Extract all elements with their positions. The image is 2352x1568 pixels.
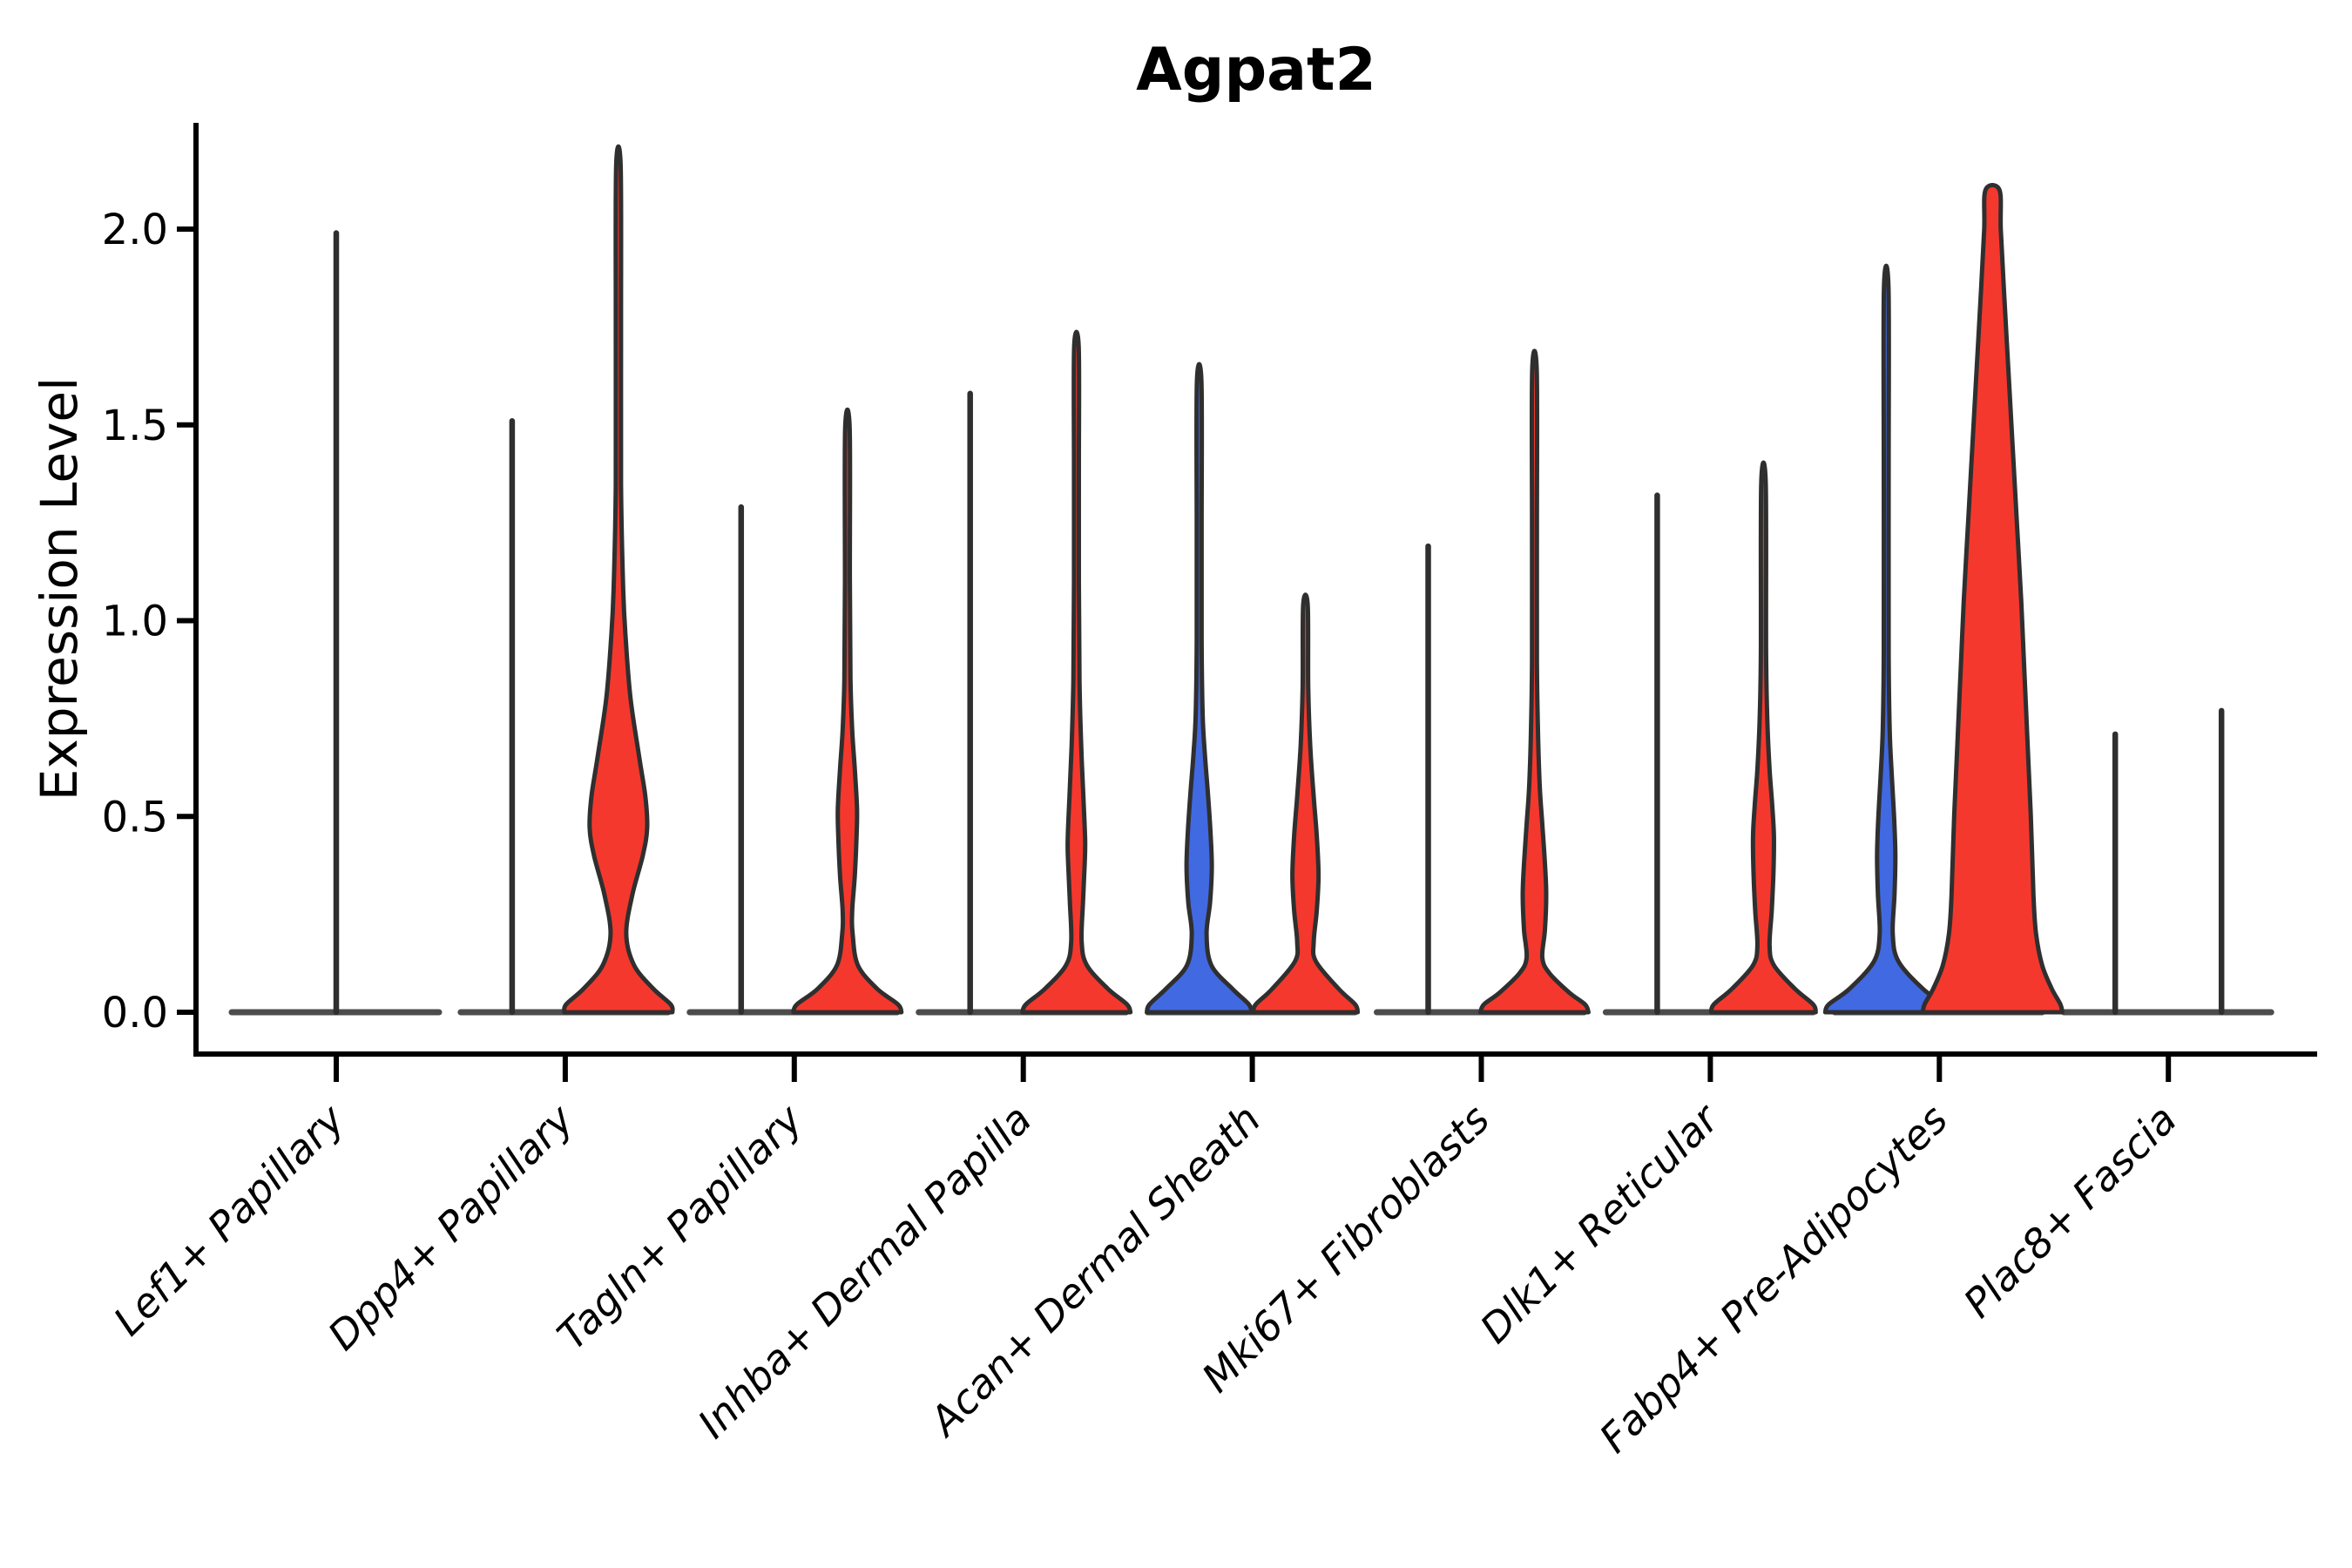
violins-group: [333, 144, 2225, 1016]
x-tick-label-8: Plac8+ Fascia: [1955, 1096, 2186, 1327]
chart-title: Agpat2: [1136, 36, 1376, 105]
y-axis-label: Expression Level: [30, 377, 89, 801]
y-tick-label: 2.0: [102, 206, 168, 254]
violin-7-left: [1822, 263, 1950, 1015]
violin-4-right: [1251, 592, 1361, 1015]
violin-6-right: [1708, 460, 1818, 1015]
violin-3-right: [1020, 329, 1133, 1015]
y-tick-label: 1.0: [102, 598, 168, 646]
violin-2-right: [791, 407, 904, 1015]
x-tick-label-2: Tagln+ Papillary: [548, 1095, 812, 1359]
violin-1-right: [562, 144, 675, 1015]
x-tick-label-0: Lef1+ Papillary: [105, 1095, 354, 1344]
violin-7-right: [1920, 182, 2065, 1015]
x-tick-label-1: Dpp4+ Papillary: [319, 1095, 583, 1359]
y-tick-label: 0.0: [102, 989, 168, 1037]
violin-5-right: [1478, 348, 1591, 1015]
y-tick-label: 0.5: [102, 793, 168, 841]
x-tick-label-6: Dlk1+ Reticular: [1471, 1093, 1730, 1352]
y-tick-label: 1.5: [102, 402, 168, 450]
violin-4-left: [1145, 362, 1254, 1015]
